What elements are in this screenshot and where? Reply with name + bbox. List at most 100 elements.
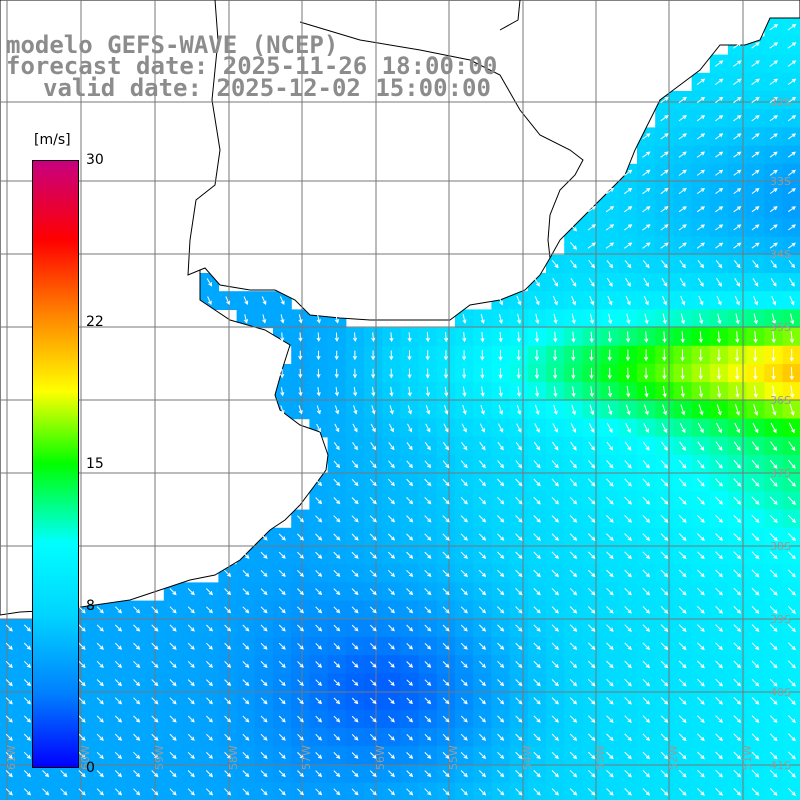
wind-arrow [769,206,778,213]
wind-arrow [751,60,760,67]
wind-arrow [624,242,633,249]
wind-arrow [260,606,268,614]
wind-arrow [278,679,286,687]
wind-arrow [297,752,304,759]
colorbar-tick-label: 30 [86,152,104,168]
wind-arrow [480,331,485,343]
wind-arrow [114,606,123,614]
wind-arrow [133,715,141,723]
wind-arrow [443,332,449,343]
wind-arrow [715,441,723,451]
wind-arrow [642,569,651,578]
wind-arrow [790,385,795,399]
wind-arrow [735,367,740,380]
wind-arrow [624,606,632,614]
wind-arrow [442,515,450,523]
wind-arrow [769,478,778,487]
wind-arrow [23,751,32,760]
wind-arrow [534,295,540,306]
wind-arrow [569,751,578,760]
wind-arrow [260,752,268,759]
wind-arrow [260,697,268,705]
wind-arrow [224,715,232,723]
wind-arrow [351,515,359,523]
colorbar-tick-label: 15 [86,456,104,472]
wind-arrow [698,331,704,344]
wind-arrow [735,385,740,398]
wind-arrow [751,788,760,796]
wind-arrow [151,751,159,760]
wind-arrow [606,788,614,796]
wind-arrow [406,606,414,614]
wind-arrow [224,624,232,632]
wind-arrow [678,660,687,669]
wind-arrow [187,697,195,705]
wind-arrow [569,697,578,705]
wind-arrow [769,169,778,176]
wind-arrow [478,770,487,778]
wind-arrow [515,660,523,669]
wind-arrow [624,642,632,651]
wind-arrow [751,624,760,632]
wind-arrow [133,606,141,614]
wind-arrow [587,515,596,523]
wind-arrow [424,533,432,541]
wind-arrow [406,478,414,487]
wind-arrow [96,715,104,723]
wind-arrow [587,624,596,632]
wind-arrow [387,569,396,578]
wind-arrow [605,206,615,213]
wind-arrow [353,387,358,397]
wind-arrow [351,551,359,559]
wind-arrow [280,314,285,324]
wind-arrow [497,624,505,632]
wind-arrow [425,405,431,415]
wind-arrow [697,551,705,560]
wind-arrow [480,350,485,361]
wind-arrow [680,404,686,416]
wind-arrow [624,496,632,505]
wind-arrow [424,551,432,559]
longitude-label: 58W [227,745,240,770]
wind-arrow [242,770,250,778]
wind-arrow [660,751,669,760]
wind-arrow [588,423,595,433]
wind-arrow [280,405,285,415]
wind-arrow [787,60,797,67]
wind-arrow [479,679,486,687]
wind-arrow [624,169,633,176]
wind-arrow [752,422,759,434]
wind-arrow [444,386,449,397]
wind-arrow [424,497,432,505]
wind-arrow [298,405,303,415]
wind-arrow [334,405,340,415]
wind-arrow [587,697,596,705]
wind-arrow [552,278,559,287]
wind-arrow [606,733,614,742]
wind-arrow [480,368,485,379]
wind-arrow [461,423,467,433]
wind-arrow [551,587,560,596]
wind-arrow [752,295,758,306]
wind-arrow [751,533,760,542]
wind-arrow [23,624,32,632]
wind-arrow [715,115,724,122]
wind-arrow [625,349,631,362]
wind-arrow [442,679,450,687]
wind-arrow [771,331,776,344]
wind-arrow [716,295,722,306]
wind-arrow [589,404,595,416]
wind-arrow [516,350,521,361]
wind-arrow [788,188,796,194]
wind-arrow [697,587,705,596]
wind-arrow [424,460,432,469]
wind-arrow [787,769,796,778]
wind-arrow [678,624,687,632]
wind-arrow [715,788,723,796]
wind-arrow [643,277,650,287]
wind-arrow [351,715,359,723]
wind-arrow [534,423,540,433]
wind-arrow [753,313,758,325]
wind-arrow [716,349,722,362]
wind-arrow [480,404,485,415]
